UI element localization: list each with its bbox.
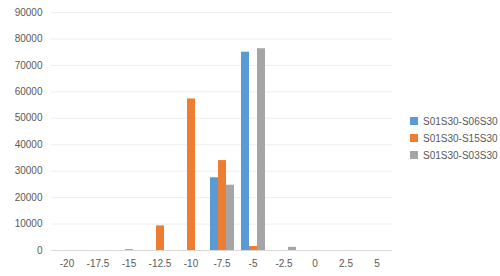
svg-text:-12.5: -12.5 <box>149 258 172 269</box>
svg-text:-5: -5 <box>249 258 258 269</box>
html-text:S01S30-S06S30: S01S30-S06S30 <box>423 115 498 127</box>
svg-text:0: 0 <box>312 258 318 269</box>
svg-text:80000: 80000 <box>15 33 43 44</box>
svg-text:50000: 50000 <box>15 112 43 123</box>
svg-text:-20: -20 <box>60 258 75 269</box>
svg-text:-2.5: -2.5 <box>275 258 293 269</box>
svg-text:-10: -10 <box>184 258 199 269</box>
svg-text:0: 0 <box>37 245 43 256</box>
svg-text:90000: 90000 <box>15 7 43 18</box>
svg-text:70000: 70000 <box>15 60 43 71</box>
svg-text:10000: 10000 <box>15 218 43 229</box>
svg-text:30000: 30000 <box>15 165 43 176</box>
svg-text:20000: 20000 <box>15 192 43 203</box>
html-text:S01S30-S03S30: S01S30-S03S30 <box>423 149 498 161</box>
svg-text:5: 5 <box>374 258 380 269</box>
svg-text:40000: 40000 <box>15 139 43 150</box>
svg-text:2.5: 2.5 <box>339 258 353 269</box>
svg-text:-7.5: -7.5 <box>213 258 231 269</box>
svg-text:60000: 60000 <box>15 86 43 97</box>
svg-text:-15: -15 <box>122 258 137 269</box>
svg-text:-17.5: -17.5 <box>87 258 110 269</box>
html-text:S01S30-S15S30: S01S30-S15S30 <box>423 132 498 144</box>
